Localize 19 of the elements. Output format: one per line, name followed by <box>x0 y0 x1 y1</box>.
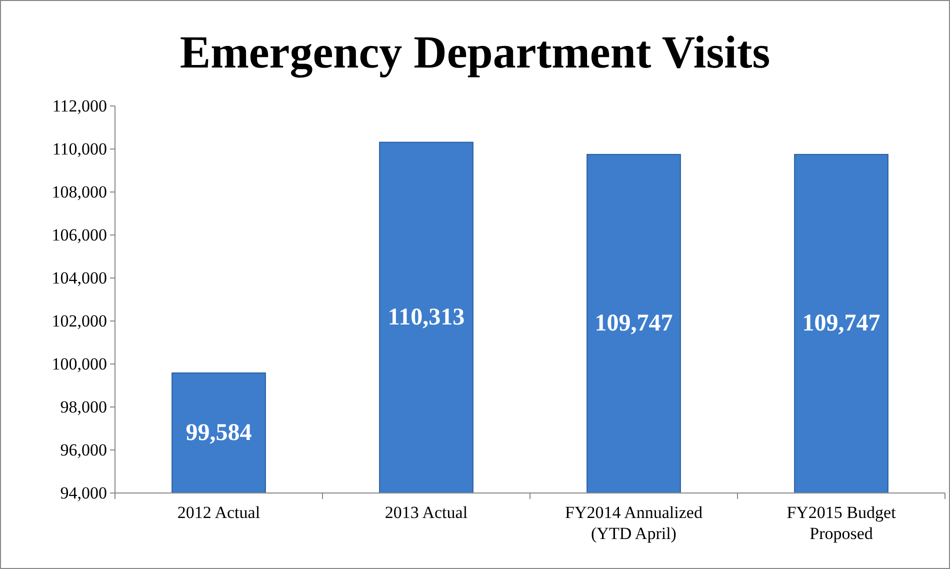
y-tick-label: 98,000 <box>60 398 107 416</box>
y-tick-label: 112,000 <box>52 96 107 116</box>
data-label: 110,313 <box>388 304 465 331</box>
x-tick-label: 2013 Actual <box>384 503 468 522</box>
y-tick-label: 104,000 <box>52 268 107 288</box>
y-tick-label: 96,000 <box>60 440 107 460</box>
chart-title: Emergency Department Visits <box>180 26 770 78</box>
data-label: 99,584 <box>186 420 252 446</box>
x-tick-label: 2012 Actual <box>177 503 260 522</box>
data-label: 109,747 <box>594 310 673 337</box>
data-label: 109,747 <box>802 310 880 337</box>
y-tick-label: 102,000 <box>52 312 107 330</box>
y-tick-label: 106,000 <box>52 226 107 244</box>
y-tick-label: 100,000 <box>52 354 107 374</box>
x-tick-label: FY2014 Annualized (YTD April) <box>565 503 703 543</box>
y-tick-label: 108,000 <box>52 182 107 202</box>
y-tick-label: 110,000 <box>52 140 107 158</box>
y-tick-label: 94,000 <box>60 484 107 502</box>
x-tick-label: FY2015 Budget Proposed <box>786 503 896 543</box>
